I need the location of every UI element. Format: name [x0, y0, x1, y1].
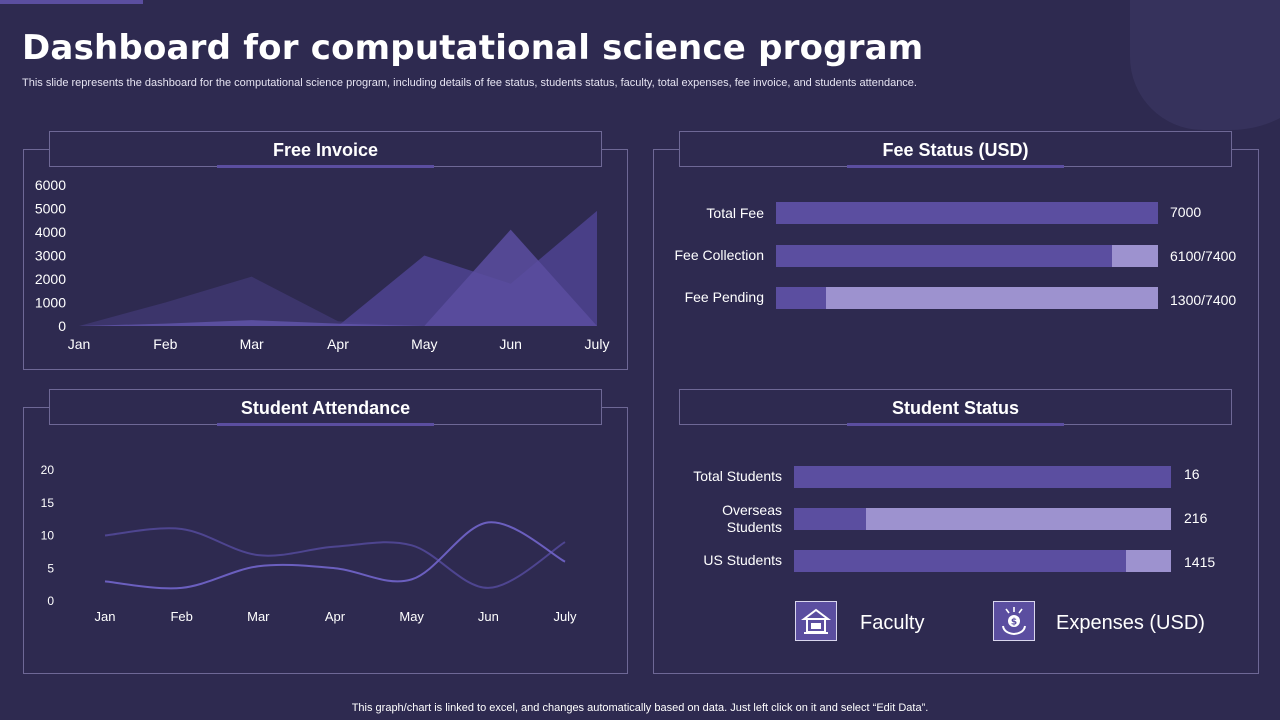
fee-row-value: 1300/7400: [1170, 292, 1237, 308]
invoice-area-series: [79, 276, 597, 326]
fee-status-header: Fee Status (USD): [679, 131, 1232, 167]
student-attendance-title: Student Attendance: [240, 398, 411, 418]
student-status-underline: [847, 423, 1064, 426]
fee-status-title: Fee Status (USD): [882, 140, 1029, 160]
student-attendance-underline: [217, 423, 434, 426]
svg-text:$: $: [1011, 618, 1017, 628]
x-tick-label: Apr: [325, 609, 346, 624]
top-accent-bar: [0, 0, 143, 4]
student-row-value: 16: [1184, 466, 1200, 482]
student-row-value: 1415: [1184, 554, 1216, 570]
fee-bar-fill: [776, 245, 1113, 267]
fee-row-value: 7000: [1170, 204, 1202, 220]
free-invoice-chart[interactable]: 0 1000 2000 3000 4000 5000 6000 Jan Feb Mar Apr May…: [23, 172, 628, 368]
footer-note: This graph/chart is linked to excel, and…: [351, 702, 929, 714]
free-invoice-header: Free Invoice: [49, 131, 602, 167]
x-tick-label: Mar: [247, 609, 270, 624]
student-bar-track[interactable]: [794, 550, 1171, 572]
fee-bar-track[interactable]: [776, 287, 1158, 309]
x-tick-label: Feb: [170, 609, 192, 624]
fee-row-label: Total Fee: [706, 205, 764, 221]
invoice-area-series: [79, 320, 597, 326]
decorative-blob: [1130, 0, 1280, 130]
y-tick-label: 5000: [35, 201, 66, 217]
fee-bar-fill: [776, 202, 1158, 224]
building-icon: [801, 608, 831, 634]
student-bar-track[interactable]: [794, 466, 1171, 488]
fee-row-label: Fee Collection: [674, 247, 765, 263]
page-subtitle: This slide represents the dashboard for …: [22, 77, 917, 89]
faculty-icon-box[interactable]: [795, 601, 837, 641]
y-tick-label: 10: [41, 529, 55, 543]
x-tick-label: May: [411, 336, 437, 352]
student-attendance-header: Student Attendance: [49, 389, 602, 425]
student-bar-fill: [794, 466, 1171, 488]
student-status-header: Student Status: [679, 389, 1232, 425]
attendance-line-series: [104, 521, 566, 590]
fee-status-underline: [847, 165, 1064, 168]
fee-bar-track[interactable]: [776, 245, 1158, 267]
student-bar-track[interactable]: [794, 508, 1171, 530]
y-tick-label: 0: [58, 318, 66, 334]
x-tick-label: Jan: [95, 609, 116, 624]
x-tick-label: Feb: [153, 336, 177, 352]
y-tick-label: 15: [41, 496, 55, 510]
attendance-line-series: [104, 527, 566, 589]
x-tick-label: Jun: [499, 336, 522, 352]
expenses-icon-box[interactable]: $: [993, 601, 1035, 641]
student-row-label: Overseas Students: [722, 502, 782, 535]
y-tick-label: 2000: [35, 271, 66, 287]
fee-bar-fill: [776, 287, 826, 309]
y-tick-label: 4000: [35, 224, 66, 240]
student-bar-fill: [794, 550, 1126, 572]
student-row-label: Total Students: [693, 468, 782, 484]
invoice-area-series: [79, 229, 597, 326]
expenses-label: Expenses (USD): [1056, 612, 1205, 634]
y-tick-label: 6000: [35, 177, 66, 193]
x-tick-label: May: [399, 609, 424, 624]
x-tick-label: Jun: [478, 609, 499, 624]
free-invoice-title: Free Invoice: [272, 140, 379, 160]
fee-row-label: Fee Pending: [684, 289, 764, 305]
x-tick-label: July: [553, 609, 577, 624]
student-bar-fill: [794, 508, 866, 530]
y-tick-label: 20: [41, 463, 55, 477]
x-tick-label: Mar: [240, 336, 264, 352]
y-tick-label: 1000: [35, 295, 66, 311]
y-tick-label: 0: [47, 594, 54, 608]
faculty-label: Faculty: [860, 612, 925, 634]
y-tick-label: 5: [47, 561, 54, 575]
x-tick-label: Jan: [68, 336, 91, 352]
student-row-label: US Students: [703, 552, 782, 568]
fee-bar-track[interactable]: [776, 202, 1158, 224]
x-tick-label: Apr: [327, 336, 349, 352]
free-invoice-underline: [217, 165, 434, 168]
y-tick-label: 3000: [35, 248, 66, 264]
x-tick-label: July: [585, 336, 610, 352]
money-hand-icon: $: [1002, 607, 1026, 636]
fee-row-value: 6100/7400: [1170, 248, 1237, 264]
student-status-title: Student Status: [891, 398, 1019, 418]
student-row-value: 216: [1184, 510, 1208, 526]
student-attendance-chart[interactable]: 0 5 10 15 20 Jan Feb Mar Apr May Jun July: [23, 430, 628, 670]
page-title: Dashboard for computational science prog…: [22, 28, 924, 68]
